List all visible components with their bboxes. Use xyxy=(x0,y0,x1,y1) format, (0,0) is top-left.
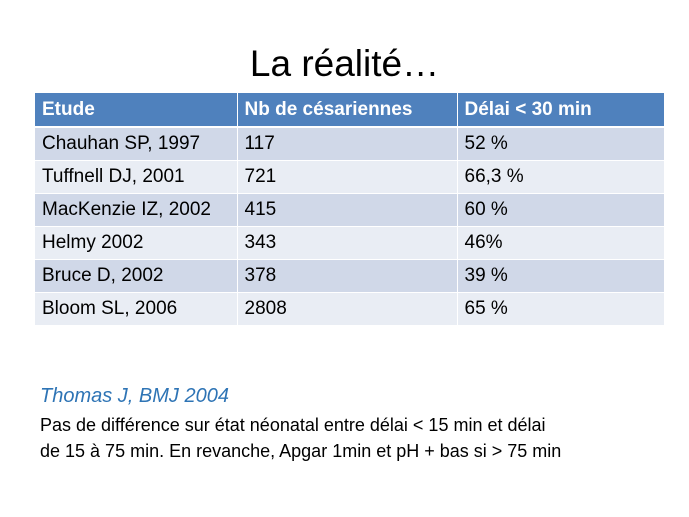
table-row: Tuffnell DJ, 2001 721 66,3 % xyxy=(35,160,664,194)
cell-etude: Chauhan SP, 1997 xyxy=(35,127,238,161)
cell-etude: Tuffnell DJ, 2001 xyxy=(35,160,238,194)
table-row: Chauhan SP, 1997 117 52 % xyxy=(35,127,664,161)
header-delai: Délai < 30 min xyxy=(457,93,664,128)
cell-delai: 52 % xyxy=(457,127,664,161)
header-etude: Etude xyxy=(35,93,238,128)
cell-etude: MacKenzie IZ, 2002 xyxy=(35,193,238,227)
header-nb-cesariennes: Nb de césariennes xyxy=(237,93,458,128)
cell-delai: 60 % xyxy=(457,193,664,227)
cell-etude: Bloom SL, 2006 xyxy=(35,292,238,326)
cell-etude: Helmy 2002 xyxy=(35,226,238,260)
table-row: Bloom SL, 2006 2808 65 % xyxy=(35,292,664,326)
table-row: Bruce D, 2002 378 39 % xyxy=(35,259,664,293)
note-line: Pas de différence sur état néonatal entr… xyxy=(40,415,546,435)
cell-delai: 66,3 % xyxy=(457,160,664,194)
reference-citation: Thomas J, BMJ 2004 xyxy=(40,385,229,407)
note-paragraph: Pas de différence sur état néonatal entr… xyxy=(40,412,670,464)
cell-nb: 2808 xyxy=(237,292,458,326)
table-header-row: Etude Nb de césariennes Délai < 30 min xyxy=(35,93,664,128)
table-row: Helmy 2002 343 46% xyxy=(35,226,664,260)
cell-nb: 721 xyxy=(237,160,458,194)
cell-delai: 39 % xyxy=(457,259,664,293)
slide-title: La réalité… xyxy=(249,43,440,84)
cell-nb: 378 xyxy=(237,259,458,293)
table-row: MacKenzie IZ, 2002 415 60 % xyxy=(35,193,664,227)
cell-etude: Bruce D, 2002 xyxy=(35,259,238,293)
note-line: de 15 à 75 min. En revanche, Apgar 1min … xyxy=(40,441,562,461)
cell-delai: 65 % xyxy=(457,292,664,326)
cell-nb: 343 xyxy=(237,226,458,260)
cell-nb: 117 xyxy=(237,127,458,161)
cell-nb: 415 xyxy=(237,193,458,227)
studies-table: Etude Nb de césariennes Délai < 30 min C… xyxy=(35,93,664,326)
cell-delai: 46% xyxy=(457,226,664,260)
